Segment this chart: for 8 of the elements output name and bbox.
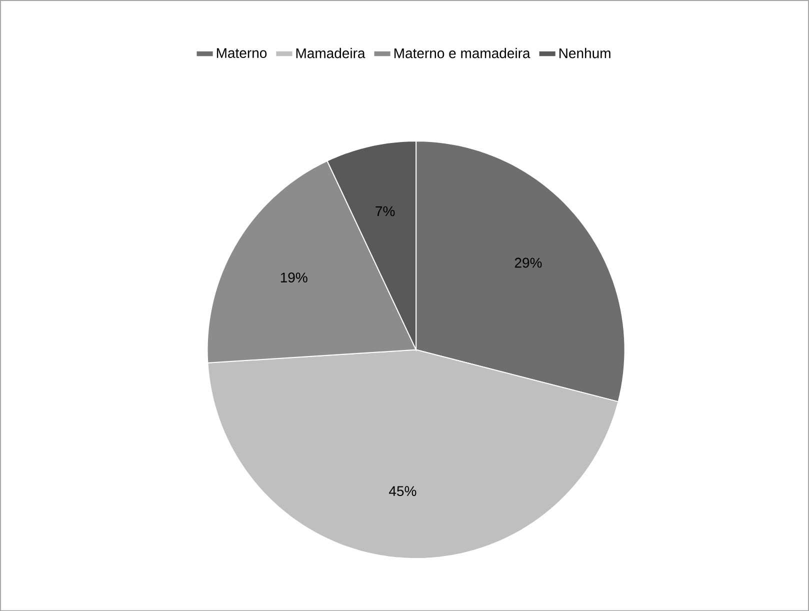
legend-label: Materno e mamadeira [394,48,530,58]
legend-label: Materno [216,48,267,58]
legend-label: Nenhum [560,48,610,58]
data-label: 19% [280,272,308,282]
data-label: 29% [514,258,542,268]
data-label: 7% [376,206,395,216]
data-label: 45% [389,486,416,496]
legend-label: Mamadeira [296,48,366,58]
